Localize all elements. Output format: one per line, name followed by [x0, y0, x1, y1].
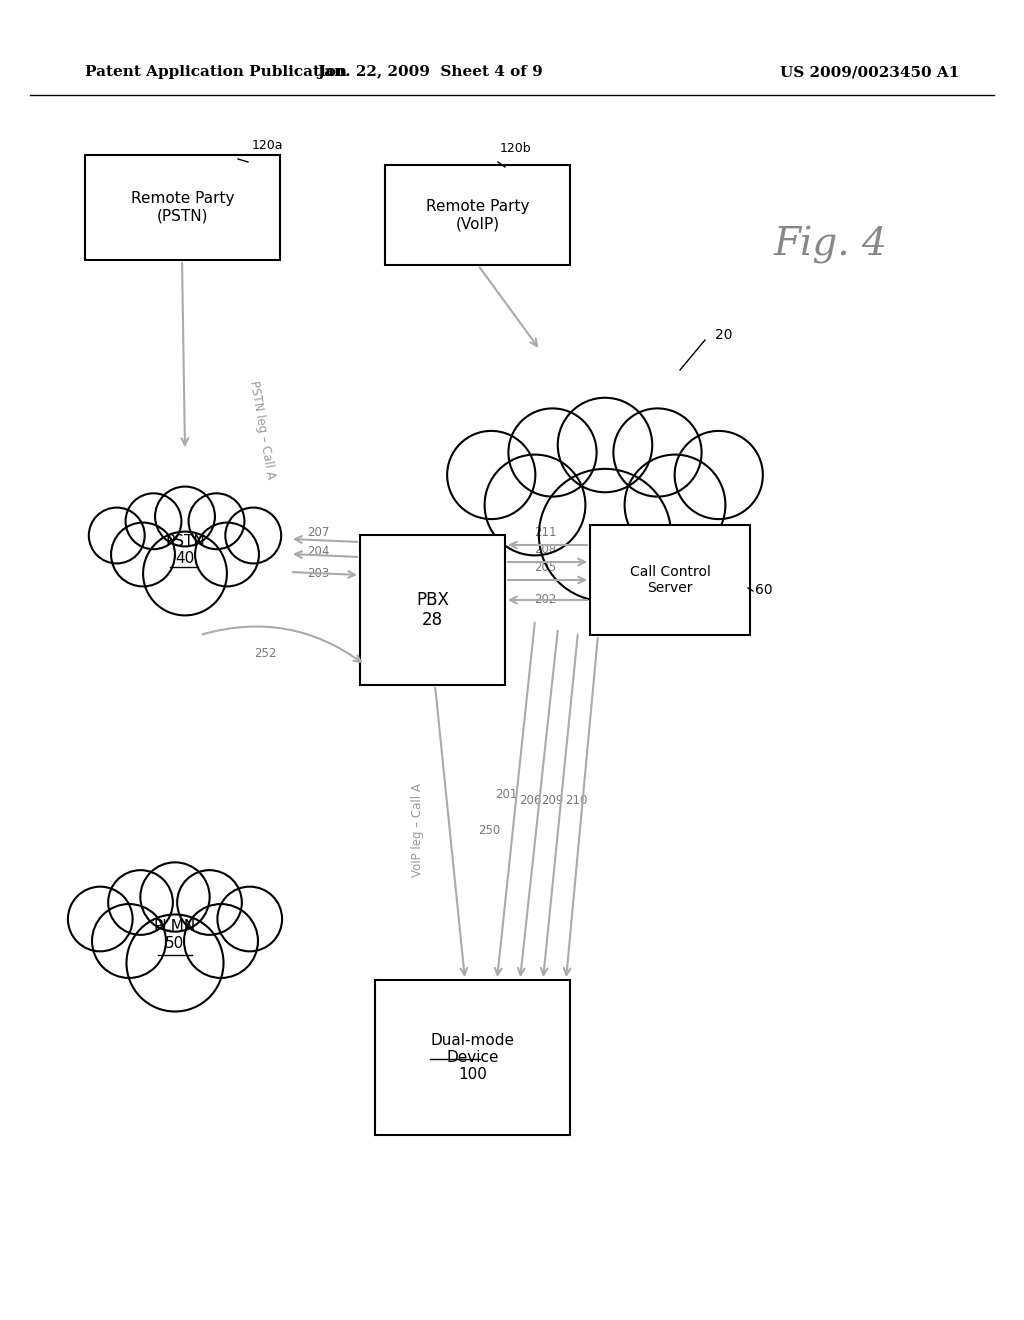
- Circle shape: [184, 904, 258, 978]
- Bar: [85, 154, 280, 260]
- Circle shape: [447, 430, 536, 519]
- Bar: [360, 535, 505, 685]
- Text: VoIP leg – Call A: VoIP leg – Call A: [412, 783, 425, 876]
- Circle shape: [177, 870, 242, 935]
- Circle shape: [613, 408, 701, 496]
- Text: Patent Application Publication: Patent Application Publication: [85, 65, 347, 79]
- Circle shape: [143, 532, 227, 615]
- Bar: [375, 979, 570, 1135]
- Text: Dual-mode
Device
100: Dual-mode Device 100: [430, 1032, 514, 1082]
- Circle shape: [196, 523, 259, 586]
- Text: Call Control
Server: Call Control Server: [630, 565, 711, 595]
- Text: 252: 252: [254, 647, 276, 660]
- Circle shape: [217, 887, 282, 952]
- Text: PBX
28: PBX 28: [416, 590, 449, 630]
- Circle shape: [225, 508, 282, 564]
- Circle shape: [558, 397, 652, 492]
- Text: PSTN leg – Call A: PSTN leg – Call A: [247, 380, 278, 480]
- Circle shape: [89, 508, 144, 564]
- Text: 120b: 120b: [500, 143, 531, 154]
- Text: 211: 211: [534, 525, 556, 539]
- Text: PSTN
40: PSTN 40: [165, 533, 205, 566]
- Text: Remote Party
(PSTN): Remote Party (PSTN): [131, 191, 234, 223]
- Circle shape: [111, 523, 175, 586]
- Circle shape: [625, 454, 725, 556]
- Text: US 2009/0023450 A1: US 2009/0023450 A1: [780, 65, 959, 79]
- Circle shape: [126, 494, 181, 549]
- Text: 60: 60: [755, 583, 773, 597]
- Circle shape: [188, 494, 245, 549]
- Text: 206: 206: [518, 793, 541, 807]
- Text: 207: 207: [307, 525, 329, 539]
- Circle shape: [140, 862, 210, 932]
- Circle shape: [109, 870, 173, 935]
- Circle shape: [68, 887, 132, 952]
- Text: 20: 20: [715, 327, 732, 342]
- Text: 208: 208: [534, 543, 556, 556]
- Text: 202: 202: [534, 593, 556, 606]
- Text: 209: 209: [541, 793, 563, 807]
- Text: Remote Party
(VoIP): Remote Party (VoIP): [426, 199, 529, 231]
- Text: 204: 204: [307, 545, 329, 558]
- Text: PLMN
50: PLMN 50: [154, 919, 197, 952]
- Circle shape: [508, 408, 597, 496]
- Circle shape: [675, 430, 763, 519]
- Text: 120a: 120a: [252, 139, 284, 152]
- Text: 203: 203: [307, 568, 329, 579]
- Circle shape: [92, 904, 166, 978]
- Circle shape: [484, 454, 586, 556]
- Bar: [385, 165, 570, 265]
- Text: 205: 205: [534, 561, 556, 574]
- Text: 250: 250: [478, 824, 501, 837]
- Circle shape: [155, 487, 215, 546]
- Circle shape: [127, 915, 223, 1011]
- Circle shape: [539, 469, 671, 601]
- Text: 201: 201: [496, 788, 518, 801]
- Text: Jan. 22, 2009  Sheet 4 of 9: Jan. 22, 2009 Sheet 4 of 9: [317, 65, 543, 79]
- Text: 210: 210: [564, 793, 587, 807]
- Text: Fig. 4: Fig. 4: [773, 226, 887, 264]
- Bar: [590, 525, 750, 635]
